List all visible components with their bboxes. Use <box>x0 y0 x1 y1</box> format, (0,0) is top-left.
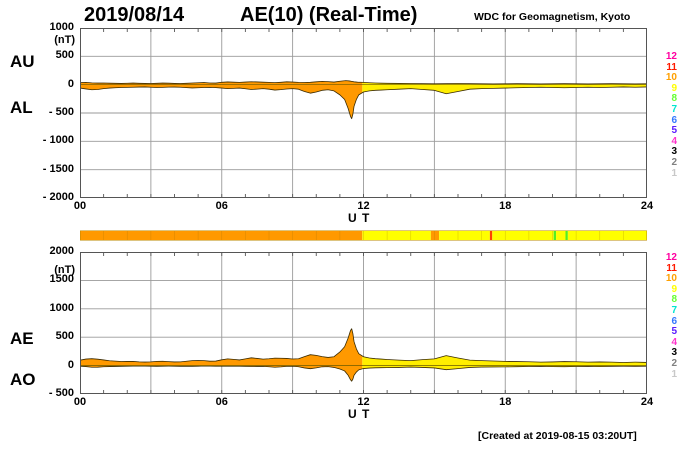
bottom-series-label-ao: AO <box>10 370 36 389</box>
activity-segment-0 <box>80 231 363 240</box>
top-y-tick-1000: 1000 <box>49 21 74 33</box>
activity-segment-8 <box>565 231 568 240</box>
top-y-tick--1500: - 1500 <box>42 162 74 175</box>
bottom-x-tick-labels: 00 06 12 18 24 <box>0 396 700 412</box>
top-plot-area <box>80 28 647 198</box>
created-timestamp: [Created at 2019-08-15 03:20UT] <box>478 430 637 442</box>
bottom-y-tick-500: 500 <box>55 330 74 343</box>
page-title: AE(10) (Real-Time) <box>240 4 418 26</box>
top-x-tick-06: 06 <box>215 200 228 212</box>
bottom-legend-level-2: 2 <box>671 357 677 369</box>
bottom-legend-level-1: 1 <box>671 368 677 380</box>
top-x-tick-24: 24 <box>640 200 654 212</box>
bottom-legend-level-5: 5 <box>671 326 677 338</box>
bottom-y-tick-labels: 2000 1500 1000 500 0 - 500 <box>8 245 76 405</box>
top-series-label-al: AL <box>10 98 33 117</box>
top-legend-level-8: 8 <box>671 93 677 105</box>
activity-segment-9 <box>567 231 647 240</box>
activity-level-bar <box>80 230 647 241</box>
top-series-label-au: AU <box>10 52 35 71</box>
top-legend-level-2: 2 <box>671 156 677 168</box>
activity-segment-7 <box>556 231 566 240</box>
bottom-x-tick-12: 12 <box>357 396 370 408</box>
bottom-x-axis-label: U T <box>348 407 371 421</box>
top-legend-level-9: 9 <box>671 82 677 94</box>
top-legend-level-3: 3 <box>671 146 677 158</box>
top-legend-level-6: 6 <box>671 114 677 126</box>
bottom-y-tick-2000: 2000 <box>49 245 74 257</box>
bottom-x-tick-24: 24 <box>640 396 654 408</box>
bottom-legend-level-8: 8 <box>671 294 677 306</box>
top-x-tick-12: 12 <box>357 200 370 212</box>
bottom-y-tick--500: - 500 <box>48 387 74 399</box>
bottom-x-tick-18: 18 <box>499 396 512 408</box>
top-legend-level-10: 10 <box>665 72 677 84</box>
bottom-axis-unit: (nT) <box>54 264 75 276</box>
bottom-legend-level-10: 10 <box>665 273 677 285</box>
top-legend-level-7: 7 <box>671 103 677 115</box>
top-x-tick-18: 18 <box>499 200 512 212</box>
activity-segment-5 <box>492 231 554 240</box>
bottom-legend-level-7: 7 <box>671 304 677 316</box>
top-y-tick--500: - 500 <box>48 106 74 118</box>
activity-segment-6 <box>553 231 557 240</box>
top-y-tick-500: 500 <box>55 49 74 62</box>
top-x-tick-00: 00 <box>73 200 87 212</box>
bottom-panel: (nT) AE AO 2000 1500 1000 500 0- 500 00 06 12 1… <box>0 245 700 430</box>
header-date: 2019/08/14 <box>84 4 185 26</box>
bottom-legend-level-11: 11 <box>666 262 677 274</box>
top-y-tick--1000: - 1000 <box>42 134 74 147</box>
bottom-legend-level-6: 6 <box>671 315 677 327</box>
bottom-x-tick-00: 00 <box>73 396 87 408</box>
activity-segment-3 <box>439 231 490 240</box>
activity-segment-2 <box>430 231 440 240</box>
bottom-y-tick-1500: 1500 <box>49 273 74 286</box>
activity-segment-4 <box>489 231 493 240</box>
top-y-tick--2000: - 2000 <box>42 191 74 203</box>
top-legend: 12 11 10 9 8 7 6 5 4 3 2 1 <box>655 51 677 179</box>
top-legend-level-4: 4 <box>671 135 677 147</box>
top-legend-level-12: 12 <box>665 51 677 62</box>
top-y-tick-0: 0 <box>67 77 74 90</box>
top-x-tick-labels: 00 06 12 18 24 <box>0 200 700 216</box>
bottom-legend-level-4: 4 <box>671 336 677 348</box>
top-panel: (nT) AU AL 1000 500 0- 500- 1000- 1500- 20… <box>0 0 700 225</box>
activity-segment-1 <box>362 231 431 240</box>
top-legend-level-5: 5 <box>671 125 677 137</box>
bottom-y-tick-0: 0 <box>67 358 74 371</box>
bottom-plot-area <box>80 252 647 394</box>
bottom-y-tick-1000: 1000 <box>49 301 74 314</box>
top-x-axis-label: U T <box>348 211 371 225</box>
bottom-legend-level-12: 12 <box>665 252 677 263</box>
bottom-series-label-ae: AE <box>10 329 34 348</box>
bottom-legend-level-3: 3 <box>671 347 677 359</box>
bottom-legend-level-9: 9 <box>671 283 677 295</box>
bottom-legend: 12 11 10 9 8 7 6 5 4 3 2 1 <box>655 252 677 380</box>
top-legend-level-1: 1 <box>671 167 677 179</box>
top-legend-level-11: 11 <box>666 61 677 73</box>
top-axis-unit: (nT) <box>54 34 75 46</box>
attribution: WDC for Geomagnetism, Kyoto <box>474 11 631 23</box>
bottom-x-tick-06: 06 <box>215 396 228 408</box>
top-y-tick-labels: 1000 500 0 - 500 - 1000 - 1500 - 2000 <box>8 0 76 210</box>
